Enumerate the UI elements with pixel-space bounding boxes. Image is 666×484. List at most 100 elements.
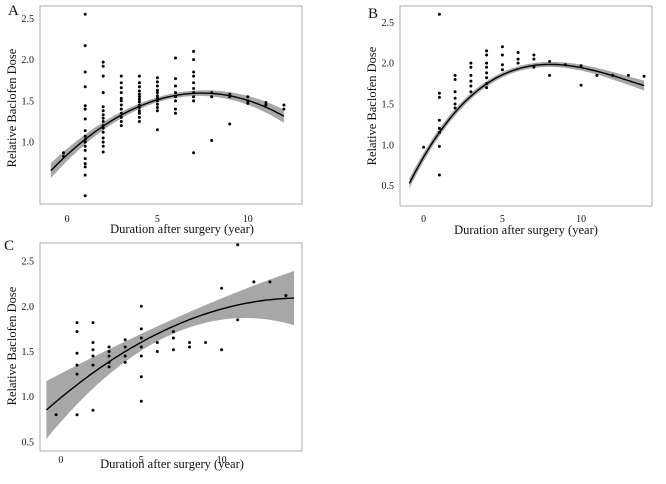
panel-a-data-point — [155, 80, 159, 84]
panel-a-data-point — [119, 107, 123, 111]
panel-c-data-point — [91, 341, 95, 344]
panel-b-x-tick: 5 — [500, 214, 505, 225]
panel-a-data-point — [155, 106, 159, 109]
panel-b-data-point — [437, 131, 441, 134]
panel-c-y-tick: 2.5 — [22, 257, 35, 268]
panel-c-frame — [39, 242, 303, 452]
panel-b-data-point — [642, 74, 646, 78]
panel-a-data-point — [83, 104, 87, 108]
panel-b-data-point — [611, 73, 615, 77]
panel-a-data-point — [137, 89, 141, 93]
panel-a-y-tick: 2.5 — [22, 14, 35, 25]
panel-a-data-point — [83, 165, 87, 169]
panel-b-data-point — [422, 145, 426, 149]
panel-b-data-point — [548, 60, 552, 63]
panel-b-data-point — [469, 61, 473, 65]
panel-a-x-ticks: 0 5 10 — [65, 214, 253, 225]
panel-b-data-point — [516, 51, 520, 54]
panel-a-data-point — [137, 115, 141, 119]
panel-b-data-point — [469, 79, 473, 83]
panel-a-data-point — [174, 95, 177, 99]
panel-a-data-point — [101, 116, 105, 120]
panel-b-y-tick: 0.5 — [382, 181, 395, 192]
panel-a: A 0 5 10 1.0 1.5 2.0 2.5 Duration after … — [5, 3, 303, 236]
panel-a-data-point — [174, 77, 177, 81]
panel-a-data-point — [83, 44, 87, 48]
panel-a-data-point — [174, 107, 177, 111]
panel-b-data-point — [595, 73, 599, 77]
panel-a-data-point — [137, 109, 141, 113]
panel-b-y-ticks: 0.5 1.0 1.5 2.0 2.5 — [382, 18, 395, 192]
panel-c-data-point — [236, 243, 240, 247]
panel-c-data-point — [188, 345, 191, 349]
panel-b-data-point — [532, 57, 536, 61]
panel-b-data-point — [453, 96, 457, 100]
panel-b-y-tick: 1.0 — [382, 140, 395, 151]
panel-b-data-point — [500, 45, 504, 49]
panel-c-data-point — [139, 375, 143, 379]
panel-c-y-tick: 1.5 — [22, 347, 35, 358]
panel-a-data-point — [210, 91, 214, 95]
panel-a-data-point — [210, 95, 214, 99]
panel-a-y-ticks: 1.0 1.5 2.0 2.5 — [22, 14, 35, 149]
panel-a-data-point — [192, 58, 196, 62]
panel-a-data-point — [155, 88, 159, 92]
panel-b-data-point — [485, 76, 489, 80]
panel-b-data-point — [532, 53, 536, 57]
panel-a-data-point — [174, 91, 177, 95]
panel-b-data-point — [500, 68, 504, 72]
panel-a-y-tick: 2.0 — [22, 55, 35, 66]
panel-b-data-point — [500, 63, 504, 67]
panel-c-fit-line — [45, 297, 295, 411]
panel-b-data-point — [437, 95, 441, 99]
panel-a-data-point — [101, 74, 105, 78]
panel-a-data-point — [83, 70, 87, 74]
panel-a-data-point — [119, 111, 123, 115]
panel-a-data-point — [155, 128, 159, 132]
panel-a-data-point — [119, 115, 123, 119]
panel-a-data-point — [119, 96, 123, 100]
panel-a-data-point — [264, 103, 268, 107]
panel-a-data-point — [137, 97, 141, 101]
panel-c-points — [54, 243, 288, 417]
panel-a-data-point — [119, 74, 123, 78]
panel-a-data-point — [174, 111, 177, 115]
panel-c-data-point — [171, 348, 175, 352]
panel-a-data-point — [228, 122, 232, 126]
panel-a-data-point — [83, 144, 87, 148]
panel-c-x-tick: 10 — [217, 455, 227, 466]
panel-c-data-point — [107, 345, 111, 349]
panel-b-data-point — [485, 82, 489, 86]
panel-b-data-point — [437, 12, 441, 16]
panel-b-data-point — [437, 118, 441, 122]
panel-b-data-point — [453, 102, 457, 106]
panel-b: B 0 5 10 0.5 1.0 1.5 2.0 2.5 Duration af… — [365, 5, 653, 237]
panel-a-data-point — [119, 124, 123, 128]
panel-c-data-point — [171, 336, 175, 340]
panel-c-y-tick: 2.0 — [22, 302, 35, 313]
panel-b-x-ticks: 0 5 10 — [421, 214, 586, 225]
panel-a-data-point — [155, 102, 159, 106]
panel-a-data-point — [83, 117, 87, 121]
panel-a-data-point — [155, 99, 159, 103]
panel-a-data-point — [101, 126, 105, 130]
panel-b-data-point — [485, 49, 489, 53]
panel-a-data-point — [101, 130, 105, 134]
panel-b-data-point — [516, 57, 520, 61]
panel-a-data-point — [137, 74, 141, 78]
panel-c-data-point — [75, 351, 79, 355]
panel-a-data-point — [137, 111, 141, 115]
panel-a-data-point — [264, 101, 268, 104]
panel-a-data-point — [137, 95, 141, 99]
panel-b-data-point — [563, 63, 567, 67]
panel-a-data-point — [83, 138, 87, 142]
panel-b-data-point — [485, 86, 489, 90]
panel-b-y-tick: 1.5 — [382, 100, 395, 111]
panel-b-data-point — [469, 84, 473, 88]
panel-a-data-point — [62, 151, 65, 155]
panel-a-data-point — [210, 139, 214, 142]
panel-b-data-point — [453, 90, 457, 94]
panel-b-data-point — [437, 173, 441, 177]
panel-a-data-point — [192, 49, 196, 53]
panel-c-data-point — [75, 363, 79, 367]
